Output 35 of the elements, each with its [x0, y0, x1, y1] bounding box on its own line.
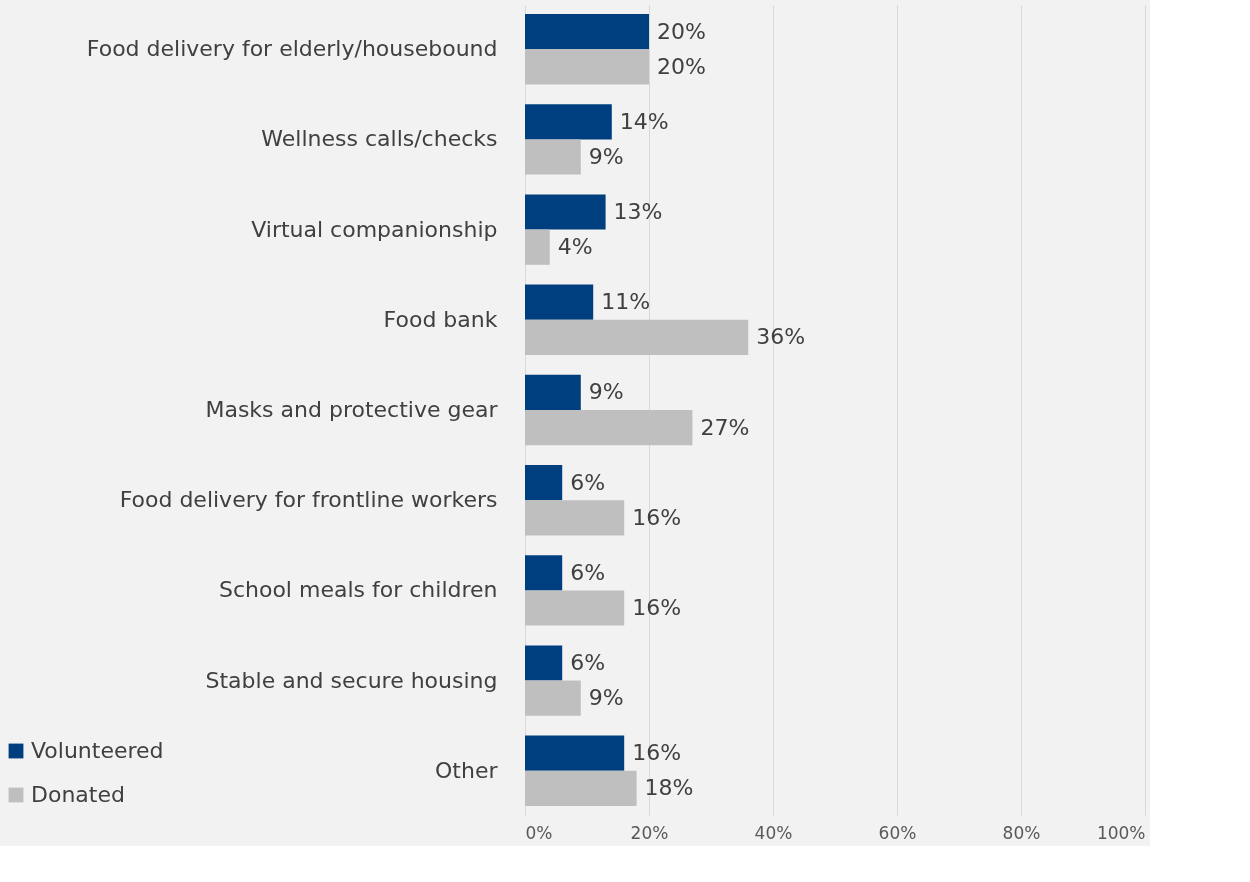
x-tick-label: 40%	[754, 822, 793, 843]
y-tick-label: Masks and protective gear	[205, 397, 499, 422]
data-label: 20%	[657, 18, 706, 44]
y-tick-label: Food delivery for frontline workers	[119, 487, 498, 513]
data-label: 9%	[588, 685, 624, 711]
y-tick-label: Stable and secure housing	[205, 667, 498, 693]
legend-label: Donated	[31, 782, 125, 807]
data-label: 6%	[570, 559, 606, 585]
y-tick-label: Food bank	[383, 306, 498, 332]
y-tick-label: School meals for children	[218, 577, 498, 603]
data-label: 13%	[613, 199, 663, 225]
x-tick-label: 100%	[1096, 822, 1146, 843]
y-tick-label: Food delivery for elderly/housebound	[86, 36, 498, 62]
y-tick-label: Other	[435, 757, 499, 783]
legend-label: Volunteered	[31, 738, 164, 763]
x-tick-label: 80%	[1002, 822, 1041, 843]
data-label: 14%	[619, 108, 669, 134]
data-label: 20%	[657, 53, 706, 79]
data-label: 6%	[570, 469, 606, 495]
x-tick-label: 0%	[525, 822, 553, 843]
y-tick-label: Virtual companionship	[251, 216, 498, 242]
data-label: 9%	[588, 379, 624, 405]
data-label: 16%	[632, 740, 682, 766]
data-label: 16%	[632, 594, 682, 620]
data-label: 11%	[601, 289, 651, 315]
data-label: 36%	[756, 324, 806, 350]
x-tick-label: 60%	[878, 822, 917, 843]
data-label: 9%	[588, 143, 624, 169]
data-label: 4%	[557, 234, 593, 260]
data-label: 16%	[632, 504, 682, 530]
data-label: 27%	[700, 414, 750, 440]
x-tick-label: 20%	[630, 822, 669, 843]
data-label: 6%	[570, 650, 606, 676]
y-tick-label: Wellness calls/checks	[261, 126, 498, 152]
data-label: 18%	[644, 775, 694, 801]
